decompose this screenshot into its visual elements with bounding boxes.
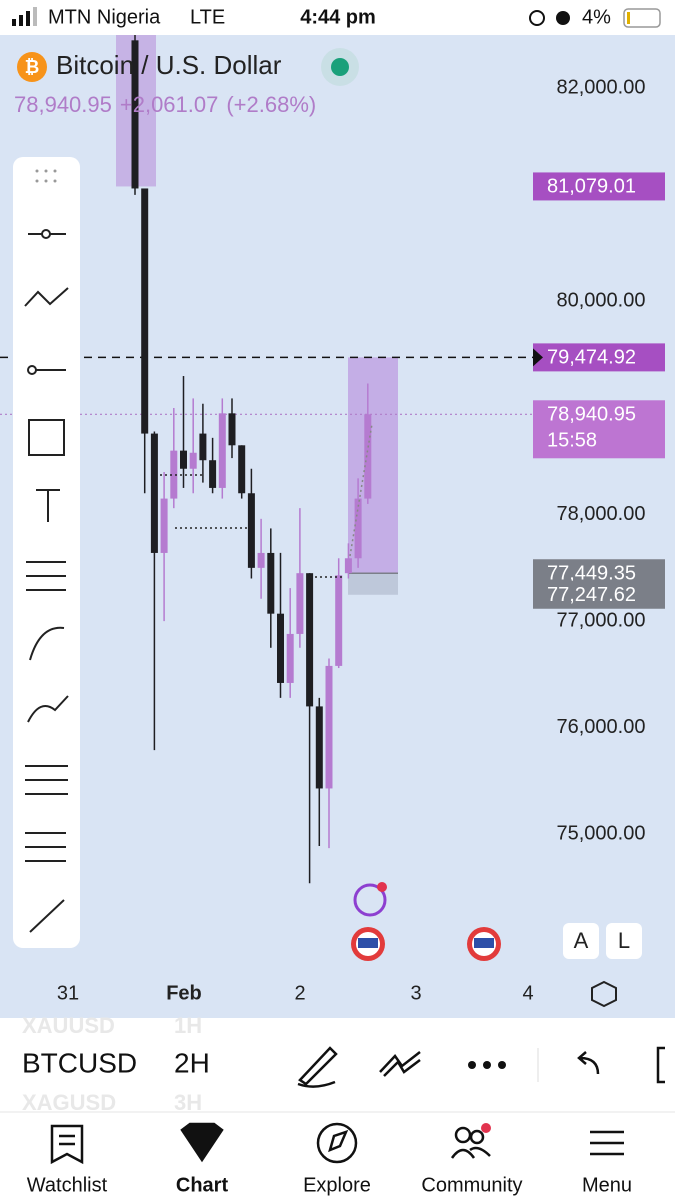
candle-body: [296, 573, 304, 634]
prev-interval: 1H: [174, 1013, 202, 1038]
settings-button[interactable]: [591, 980, 617, 1008]
price-label: 77,247.62: [547, 584, 636, 606]
nav-label[interactable]: Menu: [582, 1174, 632, 1196]
drawings: [160, 423, 373, 578]
chart-button-bg: [563, 923, 599, 959]
notification-dot: [481, 1123, 491, 1133]
event-icons: [351, 882, 501, 961]
y-tick-label: 78,000.00: [557, 503, 646, 525]
candle-body: [131, 40, 139, 189]
market-open-dot: [331, 58, 349, 76]
network: LTE: [190, 6, 225, 28]
bitcoin-icon: [17, 52, 47, 82]
more-button[interactable]: [468, 1061, 506, 1069]
candle-body: [170, 450, 178, 499]
price: 78,940.95: [14, 92, 112, 117]
plot: [0, 35, 533, 884]
battery-text: 4%: [582, 6, 611, 28]
candle-body: [199, 433, 207, 461]
price-label-box: [533, 400, 665, 459]
next-symbol: XAGUSD: [22, 1090, 116, 1115]
countdown: 15:58: [547, 430, 597, 452]
bitcoin-glyph: ₿: [25, 57, 40, 77]
chart-button[interactable]: L: [618, 928, 630, 953]
carrier: MTN Nigeria: [48, 6, 161, 28]
undo-button[interactable]: [577, 1051, 600, 1075]
candle-body: [315, 706, 323, 789]
change: +2,061.07: [120, 92, 218, 117]
candle-body: [267, 552, 275, 614]
drawing-toolbar: [13, 157, 80, 948]
chart-button-bg: [606, 923, 642, 959]
y-tick-label: 75,000.00: [557, 823, 646, 845]
candle-body: [228, 413, 236, 446]
x-tick-label: 2: [294, 982, 305, 1004]
prev-symbol: XAUUSD: [22, 1013, 115, 1038]
interval[interactable]: 2H: [174, 1047, 210, 1078]
toolbar-icons: [297, 1046, 665, 1088]
nav-label[interactable]: Community: [421, 1174, 522, 1196]
x-tick-label: 4: [522, 982, 533, 1004]
x-tick-label: 31: [57, 982, 79, 1004]
candle-body: [209, 460, 217, 488]
alarm-icon: [556, 11, 570, 25]
chart-button[interactable]: A: [574, 928, 589, 953]
candle-body: [150, 433, 158, 553]
symbol[interactable]: BTCUSD: [22, 1047, 137, 1078]
candle-body: [247, 493, 255, 568]
nav-icons: [50, 1122, 624, 1165]
fullscreen-button[interactable]: [656, 1046, 665, 1084]
signal: [12, 7, 37, 26]
draw-button[interactable]: [297, 1046, 338, 1088]
candle-body: [238, 445, 246, 494]
y-tick-label: 82,000.00: [557, 77, 646, 99]
price-label: 79,474.92: [547, 347, 636, 369]
candle-body: [180, 450, 187, 469]
candle-body: [141, 188, 149, 434]
candle-body: [364, 414, 372, 499]
y-tick-label: 77,000.00: [557, 609, 646, 631]
x-tick-label: 3: [410, 982, 421, 1004]
candle-body: [160, 498, 168, 553]
price-label-box: [533, 343, 665, 372]
battery-level: [627, 12, 630, 24]
next-interval: 3H: [174, 1090, 202, 1115]
battery: [623, 8, 661, 28]
nav-label[interactable]: Watchlist: [27, 1174, 108, 1196]
indicators-button[interactable]: [379, 1051, 421, 1077]
nav-label[interactable]: Explore: [303, 1174, 371, 1196]
y-tick-label: 80,000.00: [557, 290, 646, 312]
price-label-arrow: [533, 348, 543, 367]
x-tick-label: Feb: [166, 982, 202, 1004]
candle-body: [286, 633, 294, 683]
candle-body: [344, 558, 352, 574]
candle-body: [306, 573, 314, 707]
price-line: 78,940.95 +2,061.07 (+2.68%): [14, 92, 316, 117]
price-label: 81,079.01: [547, 176, 636, 198]
price-label: 77,449.35: [547, 563, 636, 585]
price-label-box: [533, 580, 665, 609]
candle-body: [354, 498, 362, 559]
candle-body: [218, 413, 226, 488]
stop-zone: [348, 573, 398, 595]
candle-body: [325, 665, 333, 789]
candle-body: [335, 575, 343, 666]
nav-label[interactable]: Chart: [176, 1174, 229, 1196]
candle-body: [189, 452, 197, 469]
candle-body: [277, 613, 284, 683]
lock-icon: [529, 10, 545, 26]
clock: 4:44 pm: [300, 6, 376, 28]
candle-body: [257, 552, 265, 568]
price-label-box: [533, 172, 665, 201]
price-label: 78,940.95: [547, 404, 636, 426]
change-percent: (+2.68%): [226, 92, 316, 117]
symbol-title: Bitcoin / U.S. Dollar: [56, 50, 282, 80]
y-tick-label: 76,000.00: [557, 716, 646, 738]
toolbar: [0, 1018, 675, 1112]
